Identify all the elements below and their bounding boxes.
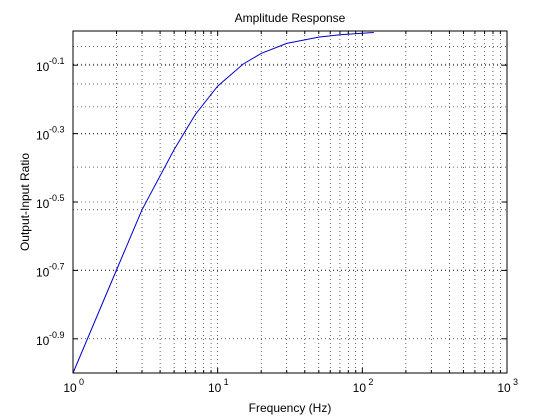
y-tick-label: 10 [36, 60, 50, 74]
x-tick-label-exponent: 0 [79, 377, 84, 387]
y-tick-label: 10 [36, 265, 50, 279]
chart-title: Amplitude Response [235, 11, 346, 25]
series-line [72, 32, 374, 374]
x-tick-label-exponent: 3 [513, 377, 518, 387]
x-axis-label: Frequency (Hz) [249, 401, 332, 415]
x-tick-label-exponent: 2 [368, 377, 373, 387]
y-tick-label-exponent: -0.9 [49, 330, 65, 340]
grid [73, 31, 507, 373]
y-tick-label: 10 [36, 129, 50, 143]
x-tick-label: 10 [208, 381, 222, 395]
x-tick-label: 10 [353, 381, 367, 395]
x-tick-label-exponent: 1 [224, 377, 229, 387]
y-axis-label: Output-Input Ratio [18, 153, 32, 251]
x-tick-labels: 10 0 10 1 10 2 10 3 [63, 377, 518, 395]
y-tick-label-exponent: -0.3 [49, 125, 65, 135]
y-tick-label: 10 [36, 197, 50, 211]
y-tick-label-exponent: -0.1 [49, 56, 65, 66]
y-tick-labels: 10 -0.910 -0.710 -0.510 -0.310 -0.1 [36, 56, 65, 348]
y-tick-label: 10 [36, 334, 50, 348]
x-tick-label: 10 [497, 381, 511, 395]
x-tick-label: 10 [63, 381, 77, 395]
y-tick-label-exponent: -0.7 [49, 261, 65, 271]
y-tick-label-exponent: -0.5 [49, 193, 65, 203]
axis-ticks [72, 31, 507, 373]
